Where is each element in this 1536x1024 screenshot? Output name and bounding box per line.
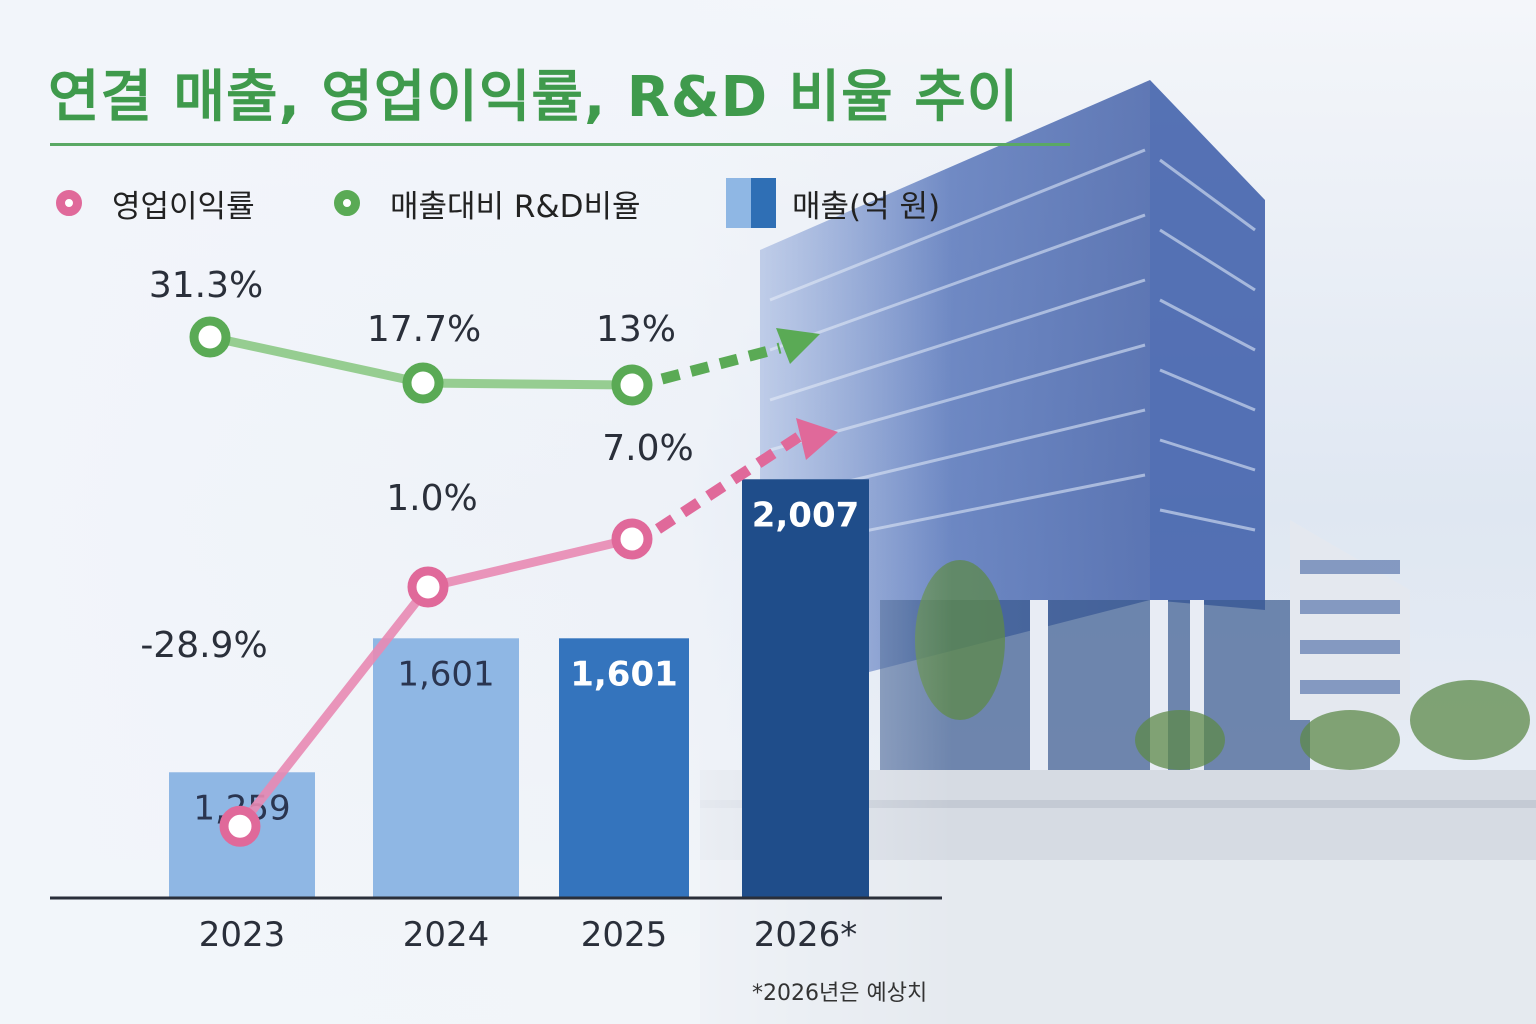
chart-title: 연결 매출, 영업이익률, R&D 비율 추이 [48,65,1020,130]
bar-label-2024: 1,601 [397,654,494,694]
operating-margin-label-2023: -28.9% [140,625,267,666]
x-tick-label-2026*: 2026* [754,915,858,955]
pink-ring-icon [56,190,82,216]
rnd-ratio-point-2025 [611,364,653,406]
footnote: *2026년은 예상치 [752,981,928,1006]
bar-2025 [559,638,689,898]
rnd-ratio-label-2024: 17.7% [367,309,481,350]
rnd-ratio-point-2024 [402,362,444,404]
operating-margin-point-2023 [219,805,261,847]
rnd-ratio-label-2025: 13% [596,309,676,350]
rnd-ratio-trend-arrow [660,342,782,385]
rnd-ratio-arrow-head [776,328,820,364]
legend-item-operating-margin: 영업이익률 [56,176,255,230]
bar-label-2026*: 2,007 [752,495,860,535]
operating-margin-point-2025 [611,518,653,560]
blue-bar-icon [726,178,776,228]
legend-item-rnd-ratio: 매출대비 R&D비율 [334,176,641,230]
operating-margin-point-2024 [407,566,449,608]
bar-label-2025: 1,601 [570,654,678,694]
x-tick-label-2023: 2023 [199,915,286,955]
bar-2026* [742,479,869,898]
title-divider [50,143,1070,146]
legend-label-operating-margin: 영업이익률 [112,188,255,225]
legend-item-revenue: 매출(억 원) [726,176,940,230]
green-ring-icon [334,190,360,216]
rnd-ratio-point-2023 [189,316,231,358]
x-tick-label-2024: 2024 [403,915,490,955]
bar-2024 [373,638,519,898]
operating-margin-label-2025: 7.0% [602,428,693,469]
legend-label-revenue: 매출(억 원) [792,188,941,225]
legend-label-rnd-ratio: 매출대비 R&D비율 [390,188,641,225]
x-tick-label-2025: 2025 [581,915,668,955]
rnd-ratio-label-2023: 31.3% [149,265,263,306]
operating-margin-label-2024: 1.0% [386,478,477,519]
operating-margin-arrow-head [796,418,838,460]
